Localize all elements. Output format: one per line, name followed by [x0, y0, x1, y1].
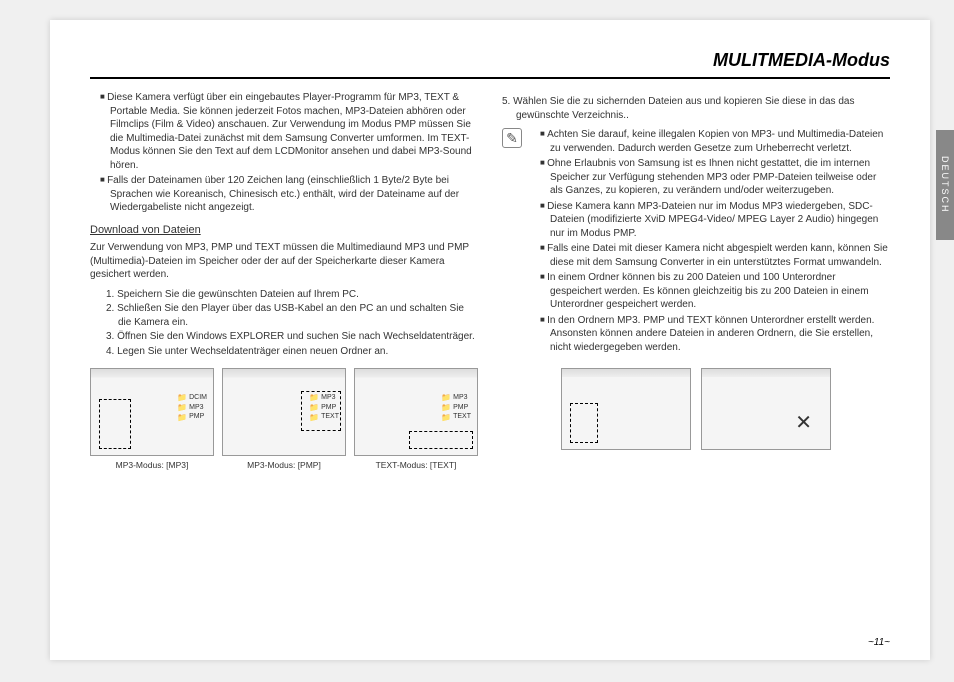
folder-label: TEXT	[309, 413, 339, 423]
folder-label: PMP	[309, 403, 339, 413]
note-item: In den Ordnern MP3. PMP und TEXT können …	[540, 314, 890, 355]
note-block: ✎ Achten Sie darauf, keine illegalen Kop…	[502, 128, 890, 356]
note-list: Achten Sie darauf, keine illegalen Kopie…	[530, 128, 890, 356]
intro-text: Zur Verwendung von MP3, PMP und TEXT müs…	[90, 241, 478, 282]
explorer-screenshot	[561, 368, 691, 450]
thumb-caption: MP3-Modus: [MP3]	[90, 460, 214, 471]
page-header: MULITMEDIA-Modus	[90, 50, 890, 79]
step-item: 4. Legen Sie unter Wechseldatenträger ei…	[106, 345, 478, 359]
folder-label: MP3	[309, 393, 339, 403]
step-item: 2. Schließen Sie den Player über das USB…	[106, 302, 478, 329]
note-item: In einem Ordner können bis zu 200 Dateie…	[540, 271, 890, 312]
language-label: DEUTSCH	[940, 156, 950, 214]
manual-page: MULITMEDIA-Modus Diese Kamera verfügt üb…	[50, 20, 930, 660]
explorer-screenshot: DCIM MP3 PMP	[90, 368, 214, 456]
thumbnail-box: MP3 PMP TEXT TEXT-Modus: [TEXT]	[354, 368, 478, 471]
folder-label: TEXT	[441, 413, 471, 423]
thumbnail-box: MP3 PMP TEXT MP3-Modus: [PMP]	[222, 368, 346, 471]
note-item: Falls eine Datei mit dieser Kamera nicht…	[540, 242, 890, 269]
folder-label: MP3	[177, 403, 207, 413]
thumbnail-box: DCIM MP3 PMP MP3-Modus: [MP3]	[90, 368, 214, 471]
language-tab: DEUTSCH	[936, 130, 954, 240]
note-icon: ✎	[502, 128, 522, 148]
note-item: Achten Sie darauf, keine illegalen Kopie…	[540, 128, 890, 155]
bullet-item: Diese Kamera verfügt über ein eingebaute…	[100, 91, 478, 172]
intro-bullets: Diese Kamera verfügt über ein eingebaute…	[90, 91, 478, 215]
step-item: 1. Speichern Sie die gewünschten Dateien…	[106, 288, 478, 302]
note-item: Ohne Erlaubnis von Samsung ist es Ihnen …	[540, 157, 890, 198]
left-column: Diese Kamera verfügt über ein eingebaute…	[90, 91, 478, 472]
steps-list: 1. Speichern Sie die gewünschten Dateien…	[90, 288, 478, 359]
thumbnail-row: DCIM MP3 PMP MP3-Modus: [MP3] MP3 PMP	[90, 368, 478, 471]
thumb-caption: MP3-Modus: [PMP]	[222, 460, 346, 471]
step-item: 3. Öffnen Sie den Windows EXPLORER und s…	[106, 330, 478, 344]
cross-icon: ✕	[795, 410, 812, 437]
thumb-caption: TEXT-Modus: [TEXT]	[354, 460, 478, 471]
note-item: Diese Kamera kann MP3-Dateien nur im Mod…	[540, 200, 890, 241]
folder-label: PMP	[441, 403, 471, 413]
content-columns: Diese Kamera verfügt über ein eingebaute…	[90, 91, 890, 472]
explorer-screenshot: ✕	[701, 368, 831, 450]
step-5: 5. Wählen Sie die zu sichernden Dateien …	[502, 95, 890, 122]
section-heading: Download von Dateien	[90, 223, 478, 238]
right-column: 5. Wählen Sie die zu sichernden Dateien …	[502, 91, 890, 472]
page-number: ~11~	[868, 637, 890, 648]
right-thumb-row: ✕	[502, 368, 890, 450]
folder-label: MP3	[441, 393, 471, 403]
explorer-screenshot: MP3 PMP TEXT	[222, 368, 346, 456]
bullet-item: Falls der Dateinamen über 120 Zeichen la…	[100, 174, 478, 215]
folder-label: PMP	[177, 413, 207, 423]
folder-label: DCIM	[177, 393, 207, 403]
page-title: MULITMEDIA-Modus	[90, 50, 890, 71]
explorer-screenshot: MP3 PMP TEXT	[354, 368, 478, 456]
